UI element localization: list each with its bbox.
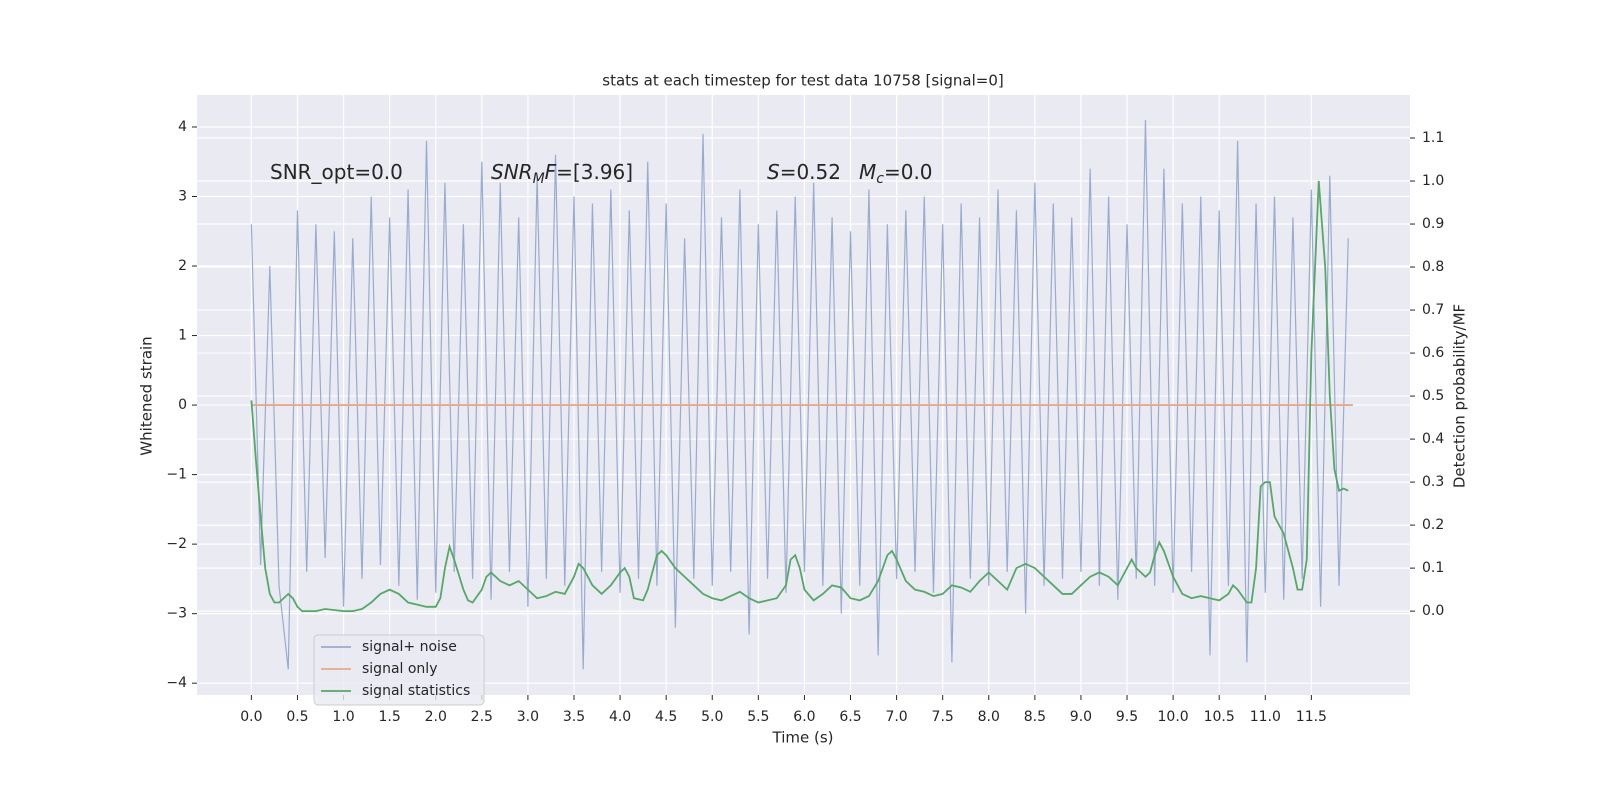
y2-tick-label: 0.6 [1422, 345, 1444, 361]
x-tick-label: 6.5 [839, 709, 861, 725]
x-tick-label: 0.0 [240, 709, 262, 725]
annotation-part: F [545, 160, 557, 184]
x-tick-label: 6.0 [793, 709, 815, 725]
x-tick-label: 5.0 [701, 709, 723, 725]
x-tick-label: 4.5 [655, 709, 677, 725]
annotation-part: SNR_opt=0.0 [270, 160, 403, 184]
y2-tick-label: 0.0 [1422, 603, 1444, 619]
legend-label: signal+ noise [362, 639, 457, 655]
x-axis-label: Time (s) [772, 729, 834, 747]
annotation: SNRMF=[3.96] [491, 160, 633, 188]
series-line [250, 120, 1349, 670]
x-tick-label: 5.5 [747, 709, 769, 725]
annotation-part: =0.52 [780, 160, 841, 184]
x-tick-label: 1.5 [379, 709, 401, 725]
x-tick-label: 10.5 [1204, 709, 1235, 725]
x-tick-label: 2.0 [425, 709, 447, 725]
y-tick-label: 2 [178, 258, 187, 274]
y-tick-label: −3 [166, 606, 187, 622]
y-tick-label: 0 [178, 397, 187, 413]
x-tick-label: 8.0 [978, 709, 1000, 725]
x-tick-label: 3.0 [517, 709, 539, 725]
y2-tick-label: 0.7 [1422, 302, 1444, 318]
legend-label: signal only [362, 661, 437, 677]
y-axis-label: Whitened strain [138, 336, 156, 455]
y-tick-label: 3 [178, 189, 187, 205]
x-tick-label: 2.5 [471, 709, 493, 725]
y2-tick-label: 0.8 [1422, 259, 1444, 275]
x-tick-label: 0.5 [286, 709, 308, 725]
x-tick-label: 11.0 [1250, 709, 1281, 725]
y2-tick-label: 1.0 [1422, 173, 1444, 189]
annotation-part: M [859, 160, 876, 184]
annotation: SNR_opt=0.0 [270, 160, 403, 184]
y2-tick-label: 1.1 [1422, 130, 1444, 146]
x-tick-label: 7.0 [885, 709, 907, 725]
annotation: Mc=0.0 [859, 160, 933, 188]
annotation-part: M [533, 171, 545, 187]
y2-axis-label: Detection probability/MF [1451, 304, 1469, 488]
legend-box [313, 634, 485, 706]
annotation-part: =[3.96] [556, 160, 633, 184]
y2-tick-label: 0.1 [1422, 560, 1444, 576]
y-tick-label: −4 [166, 675, 187, 691]
chart-title: stats at each timestep for test data 107… [602, 72, 1003, 90]
annotation: S=0.52 [767, 160, 841, 184]
x-tick-label: 3.5 [563, 709, 585, 725]
x-tick-label: 9.5 [1116, 709, 1138, 725]
x-tick-label: 11.5 [1296, 709, 1327, 725]
x-tick-label: 7.5 [932, 709, 954, 725]
x-tick-label: 10.0 [1158, 709, 1189, 725]
y-tick-label: −1 [166, 467, 187, 483]
y2-tick-label: 0.5 [1422, 388, 1444, 404]
y2-tick-label: 0.9 [1422, 216, 1444, 232]
plot-area [197, 95, 1410, 695]
annotation-part: =0.0 [884, 160, 933, 184]
y2-tick-label: 0.4 [1422, 431, 1444, 447]
legend-label: signal statistics [362, 683, 470, 699]
x-tick-label: 4.0 [609, 709, 631, 725]
annotation-part: S [767, 160, 780, 184]
y2-tick-label: 0.3 [1422, 474, 1444, 490]
y-tick-label: 4 [178, 119, 187, 135]
grid [197, 95, 1410, 695]
x-tick-label: 1.0 [332, 709, 354, 725]
x-tick-label: 9.0 [1070, 709, 1092, 725]
x-tick-label: 8.5 [1024, 709, 1046, 725]
y2-tick-label: 0.2 [1422, 517, 1444, 533]
annotation-part: c [876, 171, 884, 187]
y-tick-label: 1 [178, 328, 187, 344]
y-tick-label: −2 [166, 536, 187, 552]
series-line [250, 180, 1349, 613]
annotation-part: SNR [491, 160, 533, 184]
